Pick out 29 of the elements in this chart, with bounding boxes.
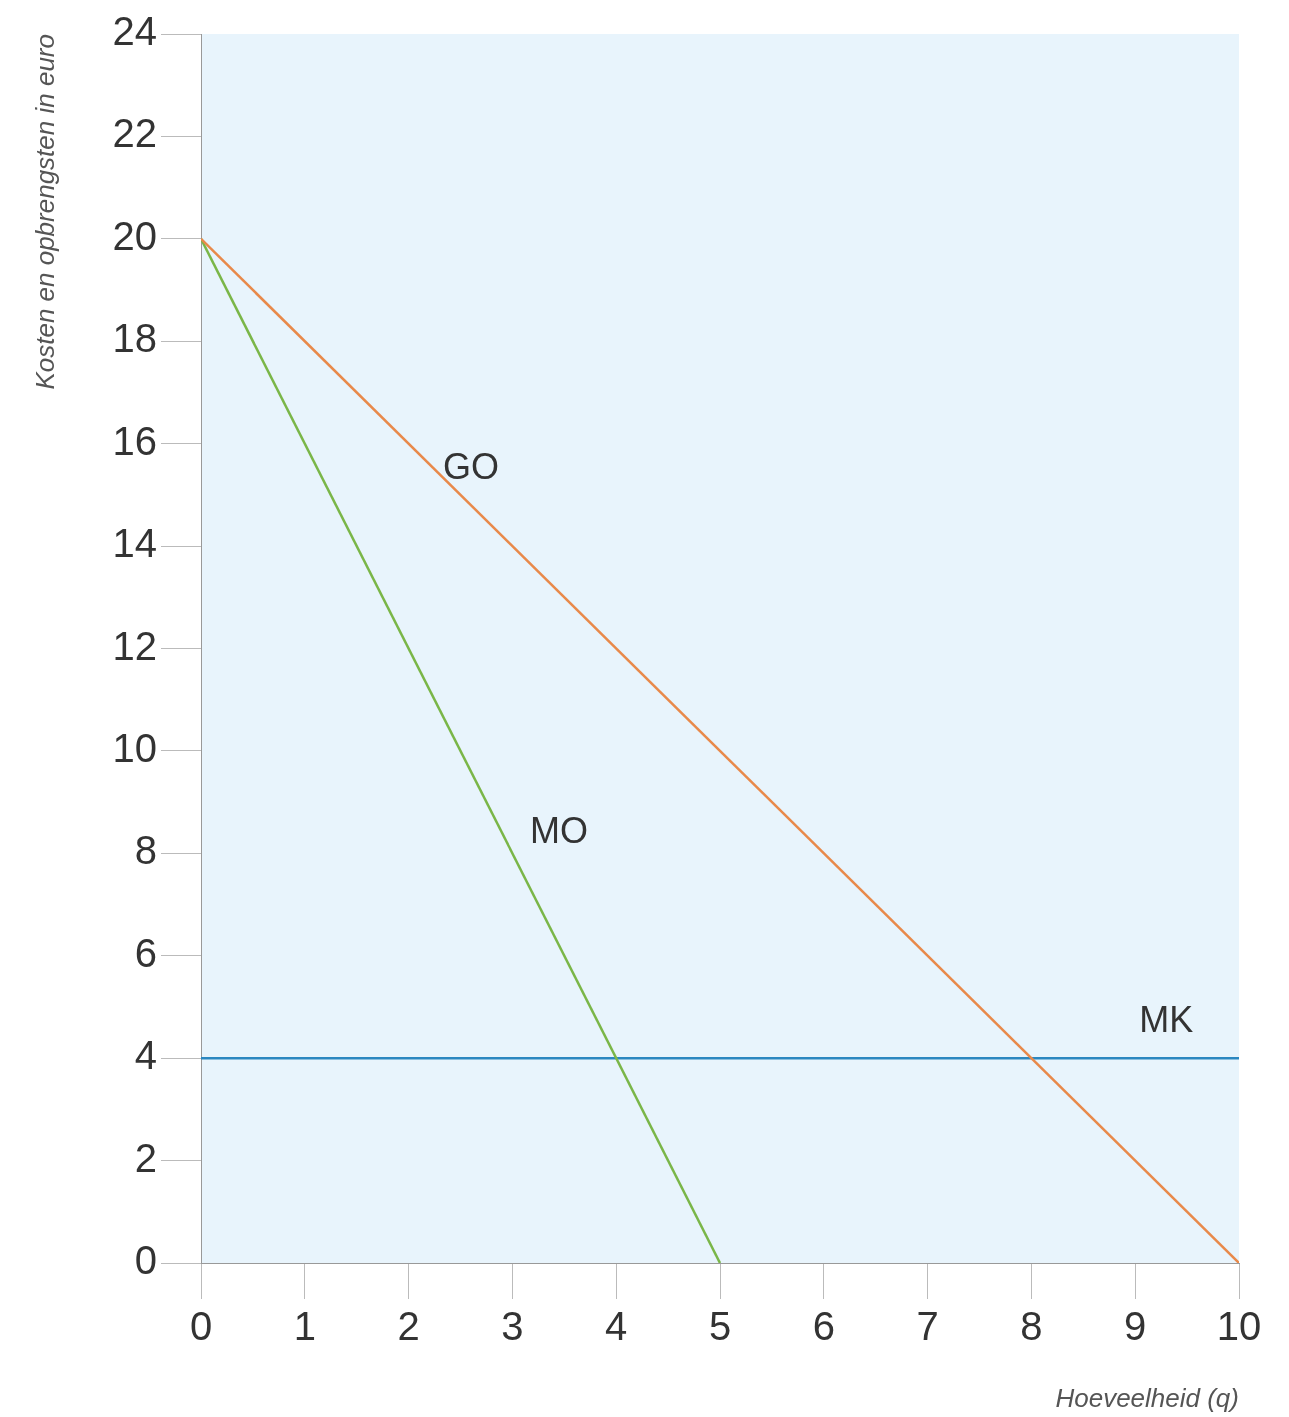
x-tick-label: 4 [605, 1304, 628, 1349]
y-tick-label: 22 [112, 111, 157, 156]
x-tick-label: 8 [1020, 1304, 1043, 1349]
y-tick-label: 10 [112, 725, 157, 770]
x-axis-title: Hoeveelheid (q) [1055, 1383, 1239, 1414]
x-tick-label: 3 [501, 1304, 524, 1349]
y-tick-label: 16 [112, 418, 157, 463]
y-tick-label: 8 [134, 828, 157, 873]
y-tick-label: 20 [112, 213, 157, 258]
y-axis-title: Kosten en opbrengsten in euro [30, 34, 61, 390]
x-tick-label: 2 [397, 1304, 420, 1349]
x-tick-label: 0 [189, 1304, 213, 1349]
series-label: GO [442, 446, 499, 488]
y-tick-label: 2 [134, 1135, 157, 1180]
y-tick-label: 14 [112, 521, 157, 566]
x-tick-label: 7 [916, 1304, 939, 1349]
y-tick-label: 4 [134, 1033, 157, 1078]
x-tick-label: 5 [708, 1304, 732, 1349]
y-tick-label: 18 [112, 316, 157, 361]
x-tick-label: 9 [1124, 1304, 1147, 1349]
y-tick-label: 24 [112, 9, 157, 54]
x-tick-label: 1 [293, 1304, 316, 1349]
y-tick-label: 0 [134, 1238, 157, 1283]
y-tick-label: 12 [112, 623, 157, 668]
x-tick-label: 10 [1216, 1304, 1262, 1349]
y-tick-label: 6 [134, 930, 157, 975]
series-label: MK [1139, 999, 1194, 1041]
x-tick-label: 6 [812, 1304, 835, 1349]
series-label: MO [530, 809, 589, 851]
